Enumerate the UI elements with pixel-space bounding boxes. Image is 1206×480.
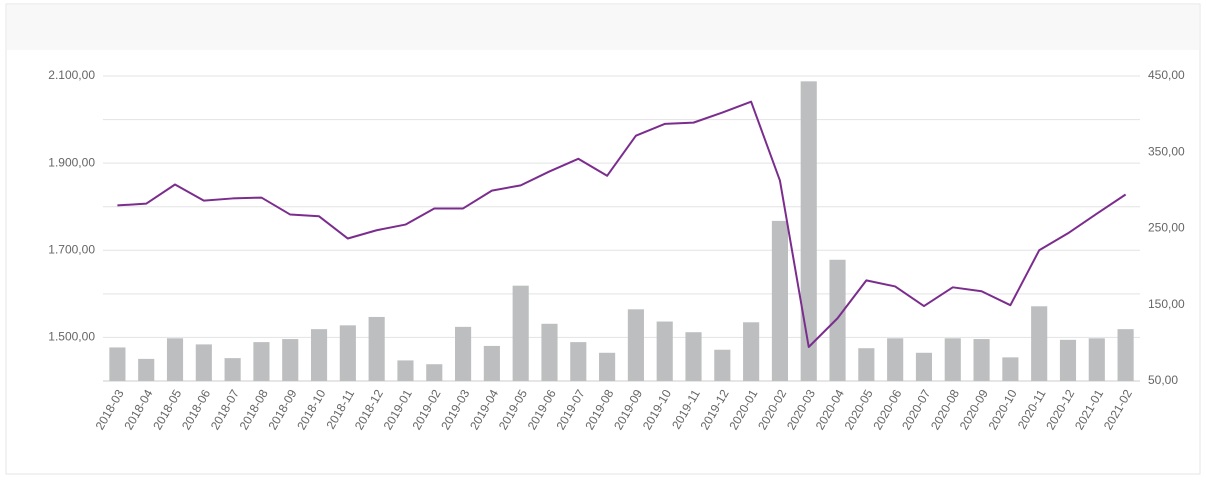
bar (1002, 357, 1019, 381)
y2-tick-label: 450,00 (1148, 68, 1185, 82)
bar (310, 329, 328, 381)
bar (973, 339, 990, 381)
bar (599, 352, 616, 381)
bar (224, 358, 241, 381)
bar (714, 349, 731, 381)
bar (656, 321, 673, 381)
y-tick-label: 1.700,00 (48, 242, 95, 256)
bar (253, 342, 270, 381)
bar (483, 345, 500, 381)
y2-tick-label: 250,00 (1148, 221, 1185, 235)
bar (1031, 306, 1048, 381)
bar (541, 323, 558, 381)
bar (426, 364, 443, 381)
bar (685, 332, 702, 381)
bar (887, 338, 904, 381)
bar (771, 220, 788, 381)
bar (743, 322, 760, 381)
bar (1059, 339, 1077, 381)
bar (944, 338, 961, 381)
y-tick-label: 1.900,00 (48, 155, 95, 169)
bar (570, 342, 587, 381)
bar (915, 352, 933, 381)
bar (397, 360, 414, 381)
header-band (7, 5, 1199, 50)
line (117, 100, 1127, 349)
bar (455, 326, 472, 381)
y-tick-label: 1.500,00 (48, 330, 95, 344)
bar (368, 316, 385, 381)
y-tick-label: 2.100,00 (48, 68, 95, 82)
y2-tick-label: 50,00 (1148, 373, 1178, 387)
bar (195, 344, 212, 381)
bar (800, 81, 817, 382)
bar (282, 339, 299, 381)
bar (138, 358, 155, 381)
bar (512, 285, 529, 381)
y2-tick-label: 150,00 (1148, 297, 1185, 311)
bar (1117, 329, 1134, 381)
bar (829, 259, 846, 381)
frame (5, 3, 1201, 475)
bar (858, 348, 875, 381)
bar (109, 347, 126, 381)
y2-tick-label: 350,00 (1148, 144, 1185, 158)
bar (627, 309, 644, 381)
bar (339, 325, 356, 381)
bar (166, 338, 184, 381)
bar (1088, 338, 1105, 381)
